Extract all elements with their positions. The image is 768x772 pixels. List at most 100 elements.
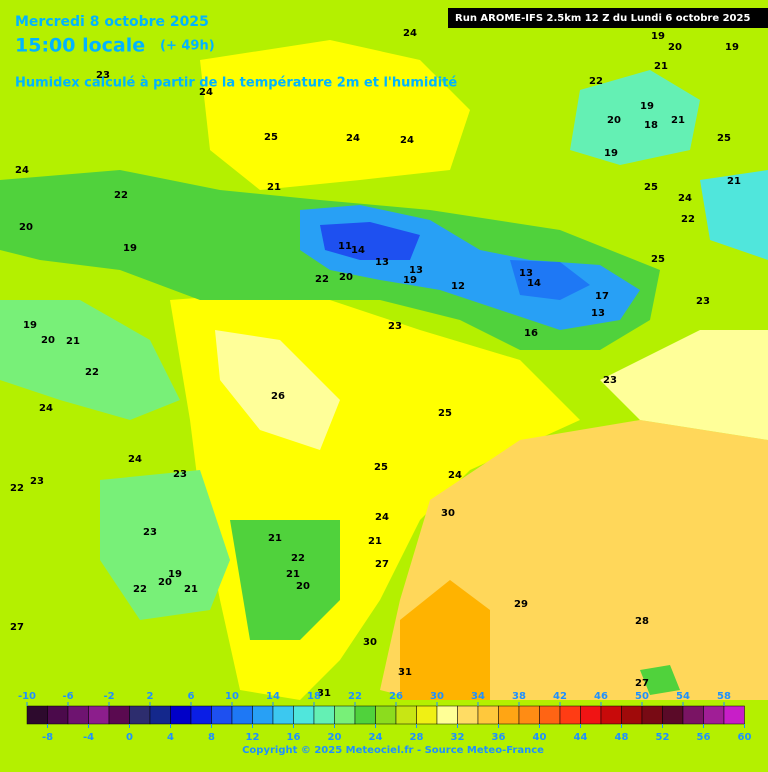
contour-label: 22 [10, 483, 24, 494]
colorbar-label: 6 [188, 691, 195, 702]
colorbar-label: 50 [635, 691, 649, 702]
colorbar-segment [703, 705, 725, 725]
contour-label: 22 [291, 553, 305, 564]
contour-label: 24 [403, 28, 417, 39]
contour-label: 21 [286, 569, 300, 580]
colorbar-label: 54 [676, 691, 690, 702]
colorbar-label: 22 [348, 691, 362, 702]
contour-label: 28 [635, 616, 649, 627]
contour-label: 23 [173, 469, 187, 480]
contour-label: 21 [268, 533, 282, 544]
contour-label: 21 [267, 182, 281, 193]
colorbar-label: 2 [147, 691, 154, 702]
contour-label: 23 [143, 527, 157, 538]
colorbar-segment [190, 705, 212, 725]
colorbar-segment [375, 705, 397, 725]
contour-label: 24 [199, 87, 213, 98]
colorbar-label: 52 [656, 732, 670, 743]
colorbar-segment [682, 705, 704, 725]
contour-label: 24 [15, 165, 29, 176]
colorbar-label: 12 [246, 732, 260, 743]
colorbar-segment [88, 705, 110, 725]
colorbar-label: 16 [287, 732, 301, 743]
colorbar-segment [67, 705, 89, 725]
colorbar-label: 56 [697, 732, 711, 743]
colorbar-label: -8 [42, 732, 53, 743]
contour-label: 19 [403, 275, 417, 286]
colorbar-label: -6 [62, 691, 73, 702]
colorbar-label: 28 [410, 732, 424, 743]
colorbar-segment [313, 705, 335, 725]
contour-label: 23 [30, 476, 44, 487]
colorbar-segment [621, 705, 643, 725]
colorbar-label: 24 [369, 732, 383, 743]
contour-label: 20 [339, 272, 353, 283]
colorbar-segment [416, 705, 438, 725]
colorbar-label: -4 [83, 732, 94, 743]
contour-label: 31 [317, 688, 331, 699]
contour-label: 25 [717, 133, 731, 144]
contour-label: 13 [409, 265, 423, 276]
contour-label: 20 [607, 115, 621, 126]
contour-label: 19 [725, 42, 739, 53]
contour-label: 23 [603, 375, 617, 386]
contour-label: 31 [398, 667, 412, 678]
colorbar-segment [518, 705, 540, 725]
colorbar-label: 10 [225, 691, 239, 702]
contour-label: 19 [604, 148, 618, 159]
description: Humidex calculé à partir de la températu… [15, 76, 457, 91]
contour-label: 26 [271, 391, 285, 402]
colorbar-segment [26, 705, 48, 725]
colorbar-segment [272, 705, 294, 725]
contour-label: 24 [400, 135, 414, 146]
colorbar: -10-8-6-4-202468101214161820222426283032… [18, 691, 752, 743]
contour-label: 24 [678, 193, 692, 204]
contour-label: 25 [264, 132, 278, 143]
colorbar-segment [436, 705, 458, 725]
colorbar-label: 26 [389, 691, 403, 702]
colorbar-label: 36 [492, 732, 506, 743]
contour-label: 21 [66, 336, 80, 347]
contour-label: 22 [133, 584, 147, 595]
contour-label: 24 [128, 454, 142, 465]
contour-label: 24 [448, 470, 462, 481]
contour-label: 24 [375, 512, 389, 523]
colorbar-label: 8 [208, 732, 215, 743]
contour-label: 25 [438, 408, 452, 419]
colorbar-label: 40 [533, 732, 547, 743]
contour-label: 21 [727, 176, 741, 187]
contour-label: 27 [375, 559, 389, 570]
contour-label: 25 [651, 254, 665, 265]
colorbar-segment [170, 705, 192, 725]
colorbar-label: 34 [471, 691, 485, 702]
contour-label: 17 [595, 291, 609, 302]
contour-label: 20 [158, 577, 172, 588]
colorbar-segment [457, 705, 479, 725]
contour-label: 21 [368, 536, 382, 547]
colorbar-label: 20 [328, 732, 342, 743]
contour-label: 30 [441, 508, 455, 519]
contour-label: 25 [374, 462, 388, 473]
colorbar-segment [252, 705, 274, 725]
contour-label: 22 [681, 214, 695, 225]
colorbar-label: 32 [451, 732, 465, 743]
colorbar-label: -2 [103, 691, 114, 702]
contour-label: 30 [363, 637, 377, 648]
colorbar-label: 0 [126, 732, 133, 743]
date: Mercredi 8 octobre 2025 [15, 14, 209, 30]
contour-label: 13 [591, 308, 605, 319]
contour-label: 21 [654, 61, 668, 72]
colorbar-segment [47, 705, 69, 725]
colorbar-label: 60 [738, 732, 752, 743]
contour-label: 19 [123, 243, 137, 254]
colorbar-segment [539, 705, 561, 725]
contour-label: 13 [375, 257, 389, 268]
colorbar-segment [395, 705, 417, 725]
lead-time: (+ 49h) [160, 39, 215, 54]
contour-label: 20 [296, 581, 310, 592]
colorbar-segment [334, 705, 356, 725]
contour-label: 16 [524, 328, 538, 339]
contour-label: 11 [338, 241, 352, 252]
